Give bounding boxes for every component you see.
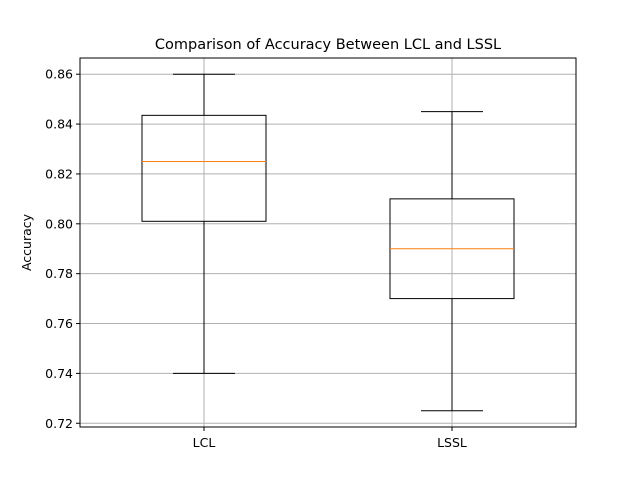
y-tick-label: 0.74 <box>45 366 73 381</box>
axis-ticks: 0.72 0.74 0.76 0.78 0.80 0.82 0.84 0.86 LCL LSSL <box>45 67 467 450</box>
y-tick-label: 0.84 <box>45 117 73 132</box>
box-lssl <box>389 111 515 412</box>
y-axis-label: Accuracy <box>19 213 34 271</box>
y-tick-label: 0.80 <box>45 216 73 231</box>
y-tick-label: 0.76 <box>45 316 73 331</box>
y-tick-label: 0.82 <box>45 166 73 181</box>
x-tick-label: LCL <box>193 435 216 450</box>
y-tick-label: 0.78 <box>45 266 73 281</box>
y-tick-label: 0.72 <box>45 416 73 431</box>
x-tick-label: LSSL <box>437 435 467 450</box>
y-tick-label: 0.86 <box>45 67 73 82</box>
chart-title: Comparison of Accuracy Between LCL and L… <box>155 37 501 53</box>
plot-frame <box>79 57 577 428</box>
box-lcl <box>141 73 267 374</box>
iqr-box <box>141 114 267 222</box>
boxes <box>141 73 515 412</box>
